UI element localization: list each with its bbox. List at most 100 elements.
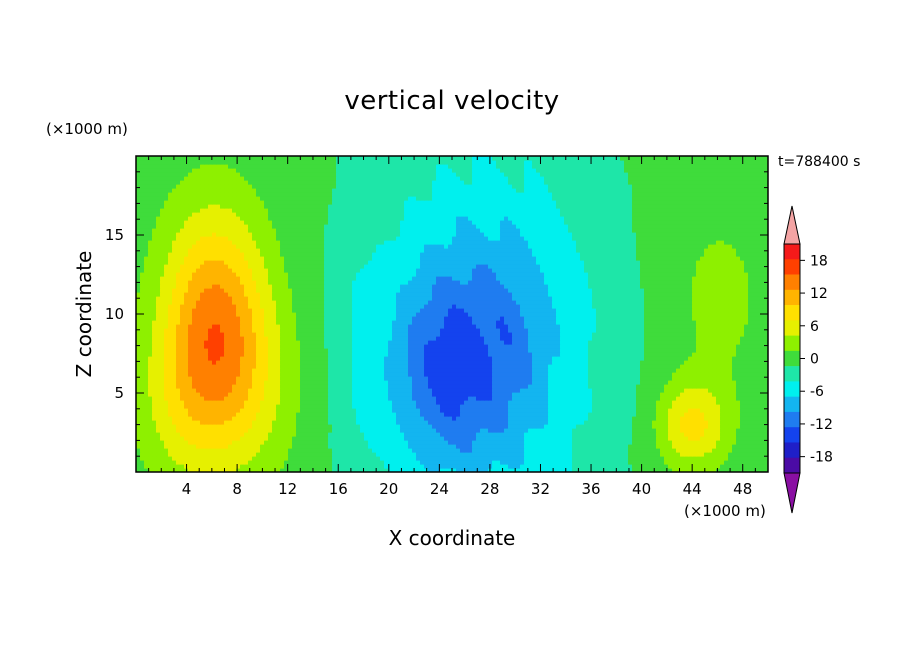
field-cell (244, 420, 249, 425)
field-cell (212, 352, 217, 357)
field-cell (688, 360, 693, 365)
field-cell (328, 360, 333, 365)
field-cell (396, 432, 401, 437)
field-cell (260, 456, 265, 461)
field-cell (136, 384, 141, 389)
field-cell (700, 408, 705, 413)
field-cell (416, 360, 421, 365)
field-cell (404, 392, 409, 397)
field-cell (528, 432, 533, 437)
field-cell (436, 456, 441, 461)
field-cell (232, 368, 237, 373)
field-cell (452, 360, 457, 365)
field-cell (288, 372, 293, 377)
field-cell (220, 444, 225, 449)
field-cell (440, 396, 445, 401)
field-cell (744, 380, 749, 385)
field-cell (388, 404, 393, 409)
field-cell (324, 400, 329, 405)
field-cell (588, 420, 593, 425)
field-cell (756, 468, 761, 472)
field-cell (300, 468, 305, 472)
field-cell (644, 364, 649, 369)
field-cell (312, 384, 317, 389)
field-cell (240, 364, 245, 369)
field-cell (152, 360, 157, 365)
field-cell (316, 444, 321, 449)
field-cell (164, 428, 169, 433)
field-cell (336, 384, 341, 389)
field-cell (376, 352, 381, 357)
field-cell (504, 396, 509, 401)
field-cell (228, 396, 233, 401)
field-cell (136, 452, 141, 457)
field-cell (264, 384, 269, 389)
field-cell (668, 384, 673, 389)
field-cell (720, 348, 725, 353)
field-cell (260, 372, 265, 377)
field-cell (344, 396, 349, 401)
field-cell (208, 436, 213, 441)
field-cell (404, 360, 409, 365)
field-cell (544, 452, 549, 457)
field-cell (432, 444, 437, 449)
field-cell (488, 428, 493, 433)
field-cell (496, 464, 501, 469)
field-cell (700, 464, 705, 469)
field-cell (244, 456, 249, 461)
field-cell (368, 400, 373, 405)
field-cell (328, 372, 333, 377)
field-cell (460, 464, 465, 469)
field-cell (476, 428, 481, 433)
field-cell (360, 444, 365, 449)
field-cell (364, 440, 369, 445)
field-cell (188, 444, 193, 449)
field-cell (696, 380, 701, 385)
field-cell (540, 408, 545, 413)
field-cell (524, 408, 529, 413)
field-cell (524, 464, 529, 469)
field-cell (224, 364, 229, 369)
field-cell (296, 416, 301, 421)
field-cell (356, 436, 361, 441)
field-cell (480, 448, 485, 453)
field-cell (392, 420, 397, 425)
field-cell (712, 356, 717, 361)
field-cell (700, 404, 705, 409)
field-cell (188, 396, 193, 401)
field-cell (236, 468, 241, 472)
field-cell (436, 420, 441, 425)
field-cell (488, 448, 493, 453)
field-cell (436, 372, 441, 377)
field-cell (188, 380, 193, 385)
field-cell (172, 416, 177, 421)
field-cell (380, 440, 385, 445)
field-cell (436, 376, 441, 381)
field-cell (740, 364, 745, 369)
field-cell (256, 400, 261, 405)
field-cell (724, 464, 729, 469)
field-cell (248, 380, 253, 385)
field-cell (260, 360, 265, 365)
field-cell (244, 448, 249, 453)
field-cell (596, 464, 601, 469)
field-cell (144, 404, 149, 409)
field-cell (548, 388, 553, 393)
field-cell (332, 360, 337, 365)
field-cell (588, 348, 593, 353)
field-cell (628, 456, 633, 461)
field-cell (176, 464, 181, 469)
field-cell (316, 348, 321, 353)
field-cell (736, 356, 741, 361)
field-cell (172, 464, 177, 469)
field-cell (528, 440, 533, 445)
field-cell (628, 352, 633, 357)
field-cell (308, 376, 313, 381)
field-cell (404, 460, 409, 465)
field-cell (224, 372, 229, 377)
field-cell (192, 436, 197, 441)
field-cell (716, 464, 721, 469)
field-cell (248, 392, 253, 397)
field-cell (312, 368, 317, 373)
field-cell (396, 380, 401, 385)
